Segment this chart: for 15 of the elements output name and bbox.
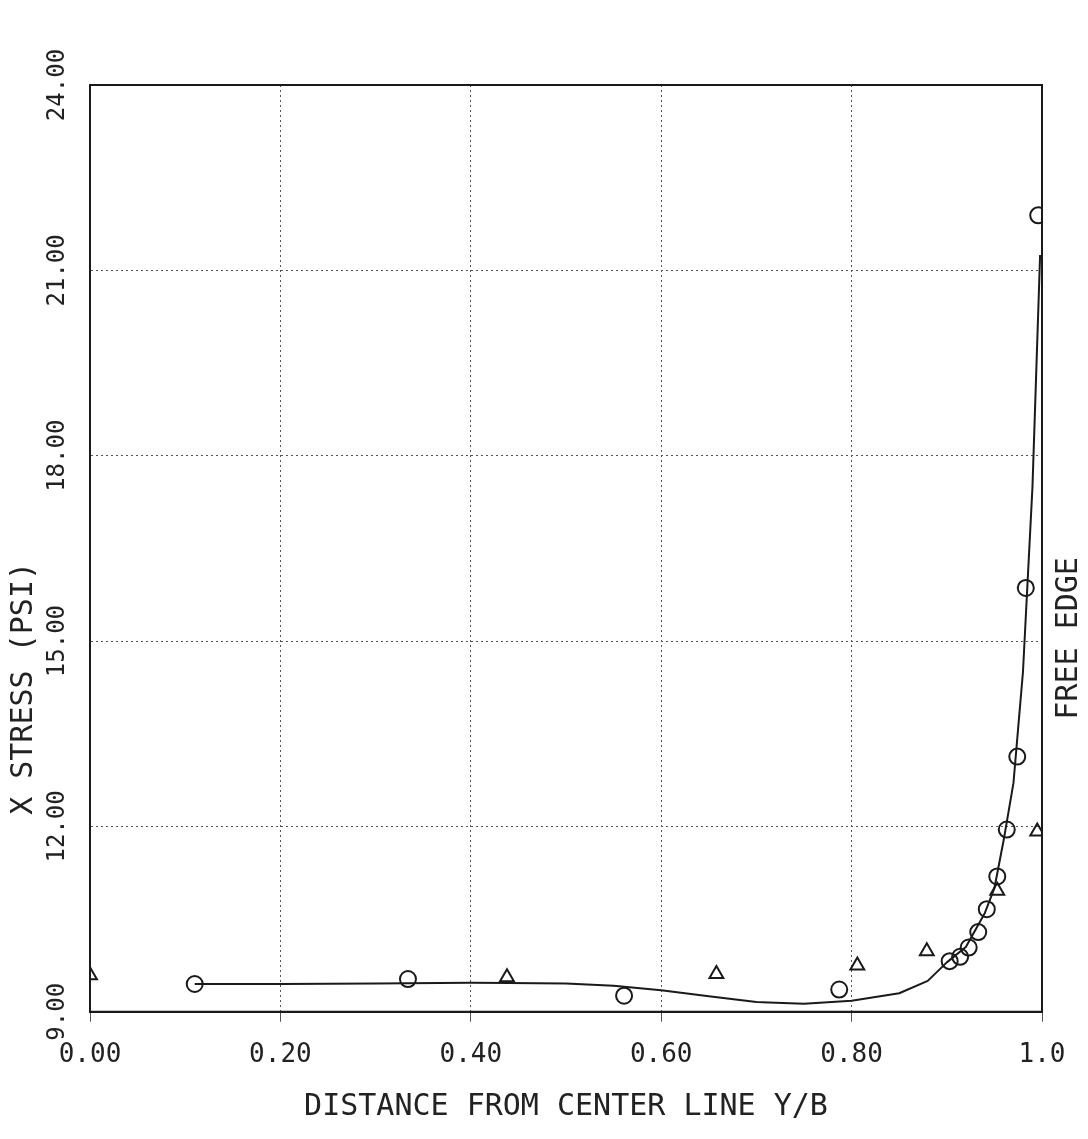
x-tick-label: 0.60	[629, 1038, 693, 1069]
x-tick-label: 1.0	[1018, 1038, 1066, 1069]
y-tick-label: 9.00	[42, 982, 71, 1041]
y-tick-label: 12.00	[42, 790, 71, 863]
y-tick-label: 18.00	[42, 419, 71, 492]
y-tick-label: 24.00	[42, 48, 71, 122]
x-axis-title: DISTANCE FROM CENTER LINE Y/B	[304, 1086, 828, 1122]
text: FREE EDGE	[1048, 557, 1084, 720]
x-tick-label: 0.80	[820, 1038, 883, 1069]
x-tick-label: 0.20	[249, 1038, 312, 1069]
x-tick-label: 0.00	[58, 1038, 122, 1069]
x-tick-label: 0.40	[439, 1038, 503, 1069]
y-tick-label: 15.00	[42, 604, 71, 678]
y-axis-title: X STRESS (PSI)	[3, 561, 39, 815]
y-tick-label: 21.00	[42, 234, 71, 307]
